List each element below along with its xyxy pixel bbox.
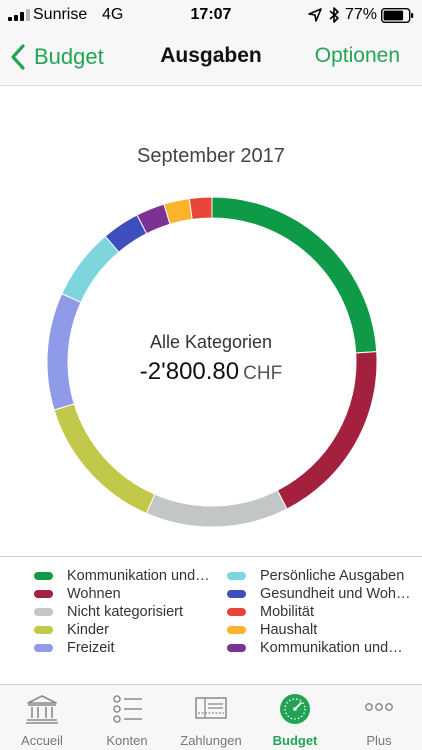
options-button[interactable]: Optionen [314,44,400,67]
more-icon [365,703,393,711]
legend-item[interactable]: Kinder [34,621,214,639]
carrier-name: Sunrise [33,6,88,23]
tab-accueil[interactable]: Accueil [0,685,84,750]
legend-label: Wohnen [67,586,121,602]
back-button[interactable]: Budget [10,40,104,74]
payment-slip-icon [195,697,227,719]
legend-item[interactable]: Haushalt [227,621,411,639]
battery-icon [381,8,414,23]
tab-label: Konten [106,733,148,748]
legend-swatch [34,644,53,652]
legend-swatch [227,590,246,598]
tab-zahlungen[interactable]: Zahlungen [169,685,253,750]
legend-swatch [227,626,246,634]
signal-icon [8,9,30,21]
legend-item[interactable]: Gesundheit und Woh… [227,585,411,603]
amount-currency: CHF [243,363,283,384]
legend-swatch [34,608,53,616]
legend-label: Gesundheit und Woh… [260,586,411,602]
gauge-icon [280,694,310,724]
legend-swatch [227,608,246,616]
legend-item[interactable]: Mobilität [227,603,411,621]
tab-label: Budget [272,733,318,748]
donut-slice-4[interactable] [53,403,156,515]
legend-swatch [34,626,53,634]
clock: 17:07 [190,6,232,23]
bluetooth-icon [329,7,339,23]
donut-slice-10[interactable] [188,197,213,220]
back-button-label: Budget [34,44,104,69]
battery-percentage: 77% [345,6,378,23]
expenses-chart-area: September 2017 Alle Kategorien -2'800.80… [0,87,422,555]
status-bar: Sunrise 4G 17:07 77% [0,0,422,30]
legend-item[interactable]: Kommunikation und… [34,567,214,585]
legend-label: Mobilität [260,604,314,620]
legend-label: Nicht kategorisiert [67,604,184,620]
legend-item[interactable]: Persönliche Ausgaben [227,567,411,585]
network-type: 4G [102,6,124,23]
donut-slice-1[interactable] [211,197,377,354]
category-label: Alle Kategorien [149,332,273,352]
chart-legend: Kommunikation und… Persönliche Ausgaben … [0,556,422,684]
legend-label: Freizeit [67,640,115,656]
expenses-donut-chart[interactable] [47,197,377,527]
tab-bar: Accueil Konten Zahlungen [0,684,422,750]
location-icon [308,8,322,22]
legend-swatch [227,572,246,580]
amount-value: -2'800.80 [139,358,240,385]
tab-plus[interactable]: Plus [337,685,421,750]
list-icon [113,695,142,723]
legend-item[interactable]: Wohnen [34,585,214,603]
legend-item[interactable]: Freizeit [34,639,214,657]
legend-label: Haushalt [260,622,318,638]
legend-label: Kinder [67,622,109,638]
total-amount: -2'800.80 CHF [0,358,422,386]
tab-label: Accueil [21,733,63,748]
tab-label: Plus [366,733,392,748]
navigation-bar: Budget Ausgaben Optionen [0,30,422,86]
legend-label: Kommunikation und… [67,568,210,584]
donut-slice-6[interactable] [61,235,120,303]
month-label[interactable]: September 2017 [137,145,285,167]
tab-budget[interactable]: Budget [253,685,337,750]
chevron-left-icon [11,44,25,70]
tab-konten[interactable]: Konten [85,685,169,750]
legend-label: Persönliche Ausgaben [260,568,405,584]
legend-label: Kommunikation und… [260,640,403,656]
legend-swatch [34,572,53,580]
bank-icon [26,695,58,724]
donut-slice-3[interactable] [145,489,288,527]
legend-swatch [227,644,246,652]
legend-item[interactable]: Nicht kategorisiert [34,603,214,621]
legend-swatch [34,590,53,598]
legend-item[interactable]: Kommunikation und… [227,639,411,657]
tab-label: Zahlungen [180,733,242,748]
